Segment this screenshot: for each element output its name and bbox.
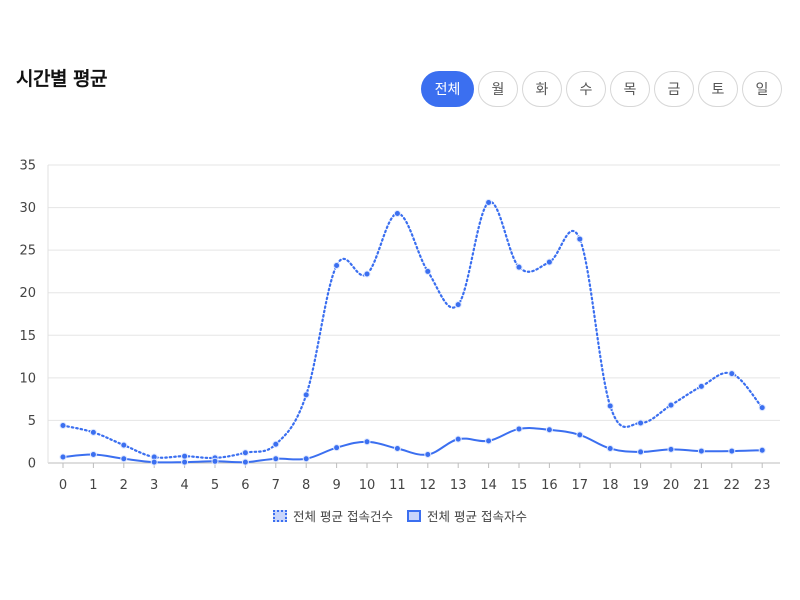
- data-point-users: [758, 446, 766, 454]
- series-line-visits: [61, 201, 764, 460]
- x-tick-label: 19: [632, 478, 649, 493]
- tab-tue[interactable]: 화: [522, 71, 562, 107]
- day-filter-tabs: 전체 월 화 수 목 금 토 일: [421, 71, 782, 107]
- y-tick-label: 25: [19, 244, 36, 259]
- x-tick-label: 10: [359, 478, 376, 493]
- legend-label-users: 전체 평균 접속자수: [427, 509, 527, 524]
- data-point-users: [150, 458, 158, 466]
- y-tick-label: 35: [19, 159, 36, 174]
- data-point-visits: [89, 428, 97, 436]
- x-tick-label: 21: [693, 478, 710, 493]
- y-tick-label: 15: [19, 329, 36, 344]
- x-tick-label: 12: [420, 478, 437, 493]
- x-tick-label: 22: [724, 478, 741, 493]
- x-tick-label: 13: [450, 478, 467, 493]
- legend-swatch-solid: [407, 509, 421, 522]
- x-tick-label: 4: [180, 478, 188, 493]
- x-tick-label: 8: [302, 478, 310, 493]
- data-point-users: [363, 438, 371, 446]
- data-point-users: [545, 426, 553, 434]
- x-tick-label: 0: [59, 478, 67, 493]
- tab-mon[interactable]: 월: [478, 71, 518, 107]
- data-point-visits: [363, 270, 371, 278]
- data-point-users: [606, 445, 614, 453]
- data-point-users: [393, 445, 401, 453]
- data-point-users: [302, 455, 310, 463]
- y-tick-label: 20: [19, 286, 36, 301]
- x-tick-label: 23: [754, 478, 771, 493]
- data-point-users: [515, 425, 523, 433]
- data-point-visits: [545, 258, 553, 266]
- data-point-visits: [302, 391, 310, 399]
- tab-fri[interactable]: 금: [654, 71, 694, 107]
- data-point-users: [181, 458, 189, 466]
- data-point-visits: [393, 210, 401, 218]
- x-tick-label: 20: [663, 478, 680, 493]
- legend-item-visits[interactable]: 전체 평균 접속건수: [273, 506, 393, 525]
- data-point-visits: [728, 370, 736, 378]
- data-point-users: [211, 457, 219, 465]
- data-point-users: [637, 448, 645, 456]
- chart-legend: 전체 평균 접속건수 전체 평균 접속자수: [0, 506, 800, 525]
- legend-item-users[interactable]: 전체 평균 접속자수: [407, 506, 527, 525]
- data-point-visits: [485, 198, 493, 206]
- data-point-visits: [272, 440, 280, 448]
- x-tick-label: 14: [480, 478, 497, 493]
- data-point-visits: [424, 267, 432, 275]
- data-point-visits: [697, 382, 705, 390]
- x-tick-label: 16: [541, 478, 558, 493]
- x-tick-label: 9: [332, 478, 340, 493]
- data-point-users: [89, 450, 97, 458]
- y-tick-label: 0: [28, 457, 36, 472]
- x-tick-label: 2: [120, 478, 128, 493]
- x-tick-label: 6: [241, 478, 249, 493]
- data-point-users: [576, 431, 584, 439]
- data-point-visits: [606, 402, 614, 410]
- y-tick-label: 5: [28, 414, 36, 429]
- tab-thu[interactable]: 목: [610, 71, 650, 107]
- data-point-visits: [333, 261, 341, 269]
- page-title: 시간별 평균: [16, 68, 108, 90]
- tab-all[interactable]: 전체: [421, 71, 474, 107]
- data-point-visits: [515, 263, 523, 271]
- data-point-visits: [637, 419, 645, 427]
- data-point-visits: [758, 404, 766, 412]
- x-tick-label: 5: [211, 478, 219, 493]
- x-tick-label: 11: [389, 478, 406, 493]
- data-point-users: [59, 453, 67, 461]
- data-point-users: [241, 458, 249, 466]
- y-tick-label: 30: [19, 201, 36, 216]
- x-tick-label: 18: [602, 478, 619, 493]
- tab-sat[interactable]: 토: [698, 71, 738, 107]
- data-point-users: [120, 455, 128, 463]
- legend-label-visits: 전체 평균 접속건수: [293, 509, 393, 524]
- data-point-users: [333, 444, 341, 452]
- x-tick-label: 17: [572, 478, 589, 493]
- data-point-visits: [454, 301, 462, 309]
- data-point-visits: [59, 422, 67, 430]
- x-tick-label: 3: [150, 478, 158, 493]
- data-point-users: [485, 437, 493, 445]
- data-point-users: [272, 455, 280, 463]
- data-point-visits: [181, 452, 189, 460]
- data-point-visits: [241, 449, 249, 457]
- legend-swatch-dotted: [273, 509, 288, 522]
- tab-wed[interactable]: 수: [566, 71, 606, 107]
- data-point-users: [697, 447, 705, 455]
- x-tick-label: 1: [89, 478, 97, 493]
- x-tick-label: 15: [511, 478, 528, 493]
- x-tick-label: 7: [272, 478, 280, 493]
- data-point-users: [667, 445, 675, 453]
- tab-sun[interactable]: 일: [742, 71, 782, 107]
- data-point-visits: [120, 441, 128, 449]
- y-tick-label: 10: [19, 371, 36, 386]
- data-point-visits: [576, 235, 584, 243]
- data-point-users: [454, 435, 462, 443]
- data-point-users: [424, 450, 432, 458]
- data-point-users: [728, 447, 736, 455]
- data-point-visits: [667, 401, 675, 409]
